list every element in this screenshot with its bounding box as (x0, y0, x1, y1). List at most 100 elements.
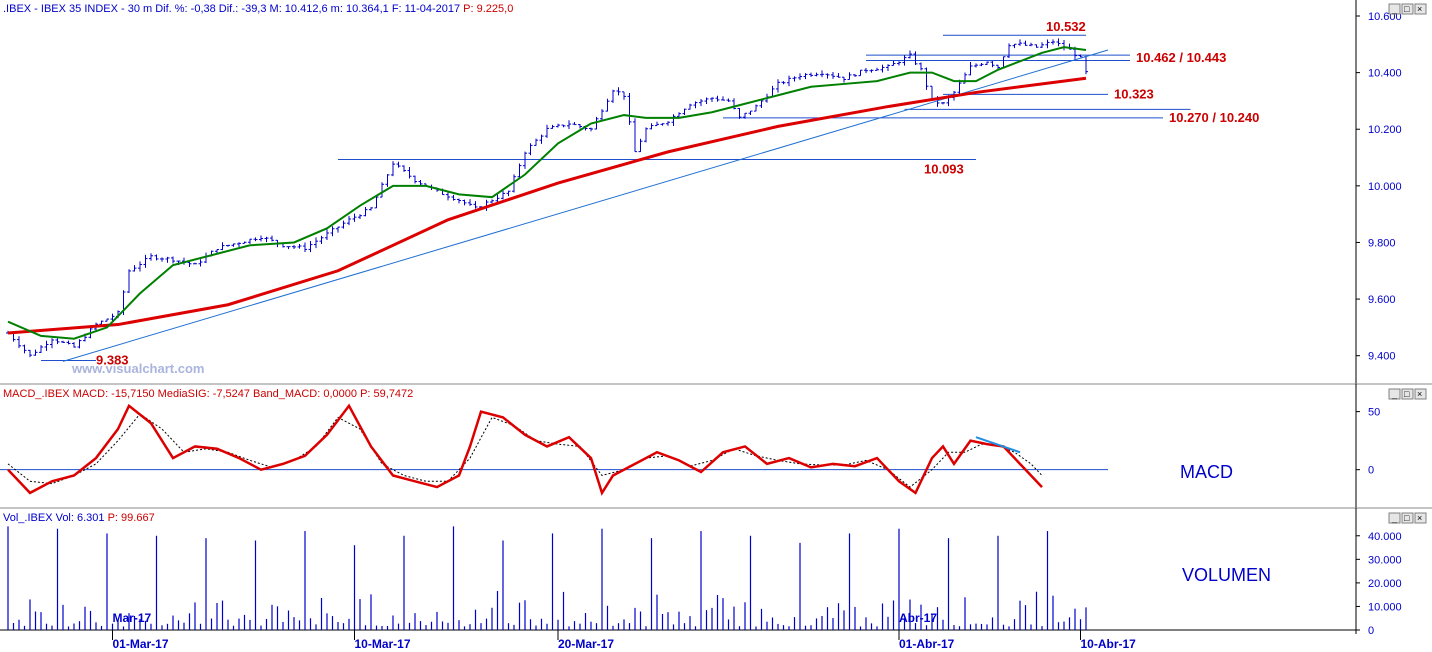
price-tick-label-1: 10.400 (1368, 68, 1402, 80)
macd-tick-label-1: 0 (1368, 465, 1374, 477)
price-bar (132, 265, 137, 272)
macd-y-axis: 50 0 (1356, 407, 1380, 477)
price-bar (622, 91, 626, 100)
price-bar (253, 237, 258, 242)
macd-header: MACD_.IBEX MACD: -15,7150 MediaSIG: -7,5… (3, 388, 413, 400)
macd-restore-button[interactable]: □ (1401, 388, 1414, 400)
price-bar (330, 226, 335, 237)
price-bar (682, 108, 687, 115)
volume-y-axis: 40.000 30.000 20.000 10.000 0 (1356, 531, 1402, 637)
volume-minimize-button[interactable]: _ (1388, 512, 1401, 524)
price-bar (809, 72, 813, 77)
price-bar (655, 121, 659, 127)
price-bar (1056, 38, 1061, 47)
restore-button[interactable]: □ (1401, 3, 1414, 15)
watermark: www.visualchart.com (71, 361, 204, 376)
macd-line (7, 403, 1043, 496)
price-bar (220, 242, 225, 251)
price-bar (473, 201, 478, 209)
price-bar (154, 254, 159, 261)
price-bar (259, 235, 263, 242)
price-bar (352, 213, 357, 222)
price-bar (149, 253, 153, 261)
price-bar (820, 70, 824, 78)
level-label-4: 10.270 / 10.240 (1169, 110, 1259, 125)
time-tick-label-3: 20-Mar-17 (558, 637, 614, 651)
macd-window-controls: _ □ × (1388, 388, 1427, 400)
price-bar (407, 167, 412, 179)
price-bar (22, 344, 27, 354)
price-bar (539, 134, 544, 144)
price-bar (55, 338, 60, 345)
trendline (62, 49, 1109, 362)
volume-bars (7, 526, 1087, 630)
close-button[interactable]: × (1414, 3, 1427, 15)
volume-restore-button[interactable]: □ (1401, 512, 1414, 524)
price-window-controls: _ □ × (1388, 3, 1427, 15)
price-bar (374, 195, 379, 209)
time-tick-label-4: Abr-17 (899, 611, 937, 625)
price-bar (1051, 39, 1055, 45)
price-bar (759, 99, 764, 108)
macd-close-button[interactable]: × (1414, 388, 1427, 400)
price-panel-bg (0, 0, 1356, 384)
price-bar (193, 262, 197, 265)
price-bar (616, 87, 621, 96)
price-bar (72, 342, 76, 348)
price-bar (644, 127, 648, 143)
price-bar (633, 118, 637, 153)
price-bar (336, 226, 340, 233)
minimize-button[interactable]: _ (1388, 3, 1401, 15)
price-bar (451, 194, 456, 201)
price-bar (1040, 42, 1044, 48)
price-bar (578, 123, 582, 129)
price-bar (869, 69, 874, 73)
price-bar (968, 62, 973, 76)
price-bar (413, 175, 417, 184)
price-bar (490, 199, 494, 204)
price-bar (462, 199, 467, 206)
price-bar (803, 73, 808, 80)
price-bar (380, 182, 384, 198)
price-bar (1012, 43, 1017, 49)
svg-text:□: □ (1404, 389, 1410, 399)
price-bar (985, 61, 989, 65)
price-bar (880, 64, 885, 73)
volume-tick-label-4: 0 (1368, 625, 1374, 637)
price-bar (127, 269, 131, 294)
volume-tick-label-3: 10.000 (1368, 601, 1402, 613)
price-bar (842, 76, 846, 83)
price-bar (468, 199, 472, 206)
time-tick-label-0: Mar-17 (113, 611, 152, 625)
price-bar (556, 123, 560, 128)
price-bar (814, 72, 819, 77)
macd-signal-line (7, 413, 1043, 488)
price-bar (649, 123, 654, 130)
volume-close-button[interactable]: × (1414, 512, 1427, 524)
price-bar (908, 50, 912, 59)
price-bar (396, 161, 401, 168)
price-bar (545, 124, 549, 138)
ma-fast-line (7, 46, 1087, 340)
price-bar (776, 79, 780, 93)
price-bar (198, 259, 203, 267)
price-tick-label-3: 10.000 (1368, 181, 1402, 193)
price-bar (605, 98, 610, 112)
price-bar (886, 64, 890, 71)
volume-panel-label: VOLUMEN (1182, 565, 1271, 585)
macd-minimize-button[interactable]: _ (1388, 388, 1401, 400)
price-bar (369, 207, 373, 211)
price-bar (688, 103, 692, 110)
price-bar (242, 241, 247, 244)
price-bar (1023, 40, 1028, 46)
price-bar (864, 67, 868, 74)
price-bar (891, 60, 896, 66)
price-bar (589, 127, 593, 132)
price-bar (710, 97, 714, 103)
price-bar (33, 349, 38, 356)
price-bar (1078, 54, 1083, 58)
price-bar (143, 254, 148, 268)
price-bar (748, 110, 753, 116)
